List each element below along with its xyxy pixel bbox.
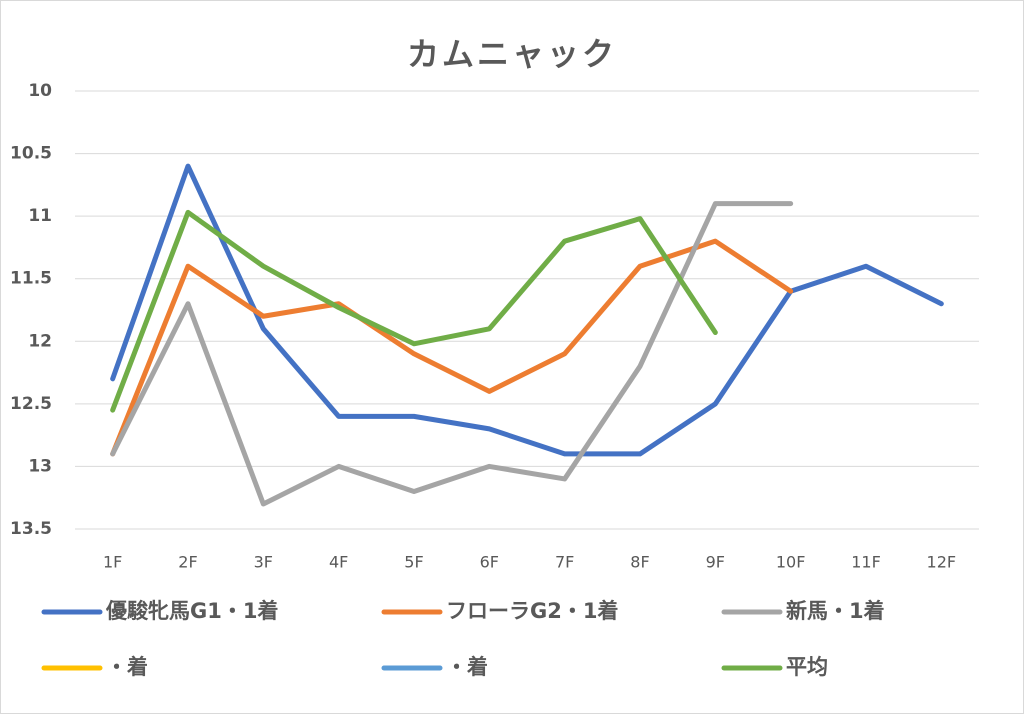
y-tick-label: 10 [28,81,52,101]
x-tick-label: 9F [706,553,725,572]
x-tick-label: 8F [630,553,649,572]
legend-label: 平均 [786,655,828,679]
x-tick-label: 7F [555,553,574,572]
y-tick-label: 12.5 [10,394,52,414]
x-tick-label: 1F [103,553,122,572]
series-line [110,163,944,457]
legend-label: ・着 [106,655,148,679]
x-tick-label: 5F [404,553,423,572]
x-tick-label: 4F [329,553,348,572]
y-tick-label: 11.5 [10,269,52,289]
legend-label: ・着 [446,655,488,679]
y-tick-label: 12 [28,331,52,351]
chart-title: カムニャック [407,35,617,73]
x-tick-label: 6F [480,553,499,572]
series-line [110,209,718,413]
x-tick-label: 12F [927,553,957,572]
x-tick-label: 10F [776,553,806,572]
legend-label: フローラG2・1着 [446,599,618,623]
y-tick-label: 13.5 [10,519,52,539]
x-tick-label: 3F [254,553,273,572]
x-tick-label: 2F [178,553,197,572]
y-tick-label: 11 [28,206,52,226]
y-tick-label: 10.5 [10,144,52,164]
legend-label: 優駿牝馬G1・1着 [105,599,278,623]
series-line [110,238,794,457]
legend-label: 新馬・1着 [786,599,885,623]
x-tick-label: 11F [851,553,881,572]
series-line [110,201,794,507]
y-tick-label: 13 [28,456,52,476]
